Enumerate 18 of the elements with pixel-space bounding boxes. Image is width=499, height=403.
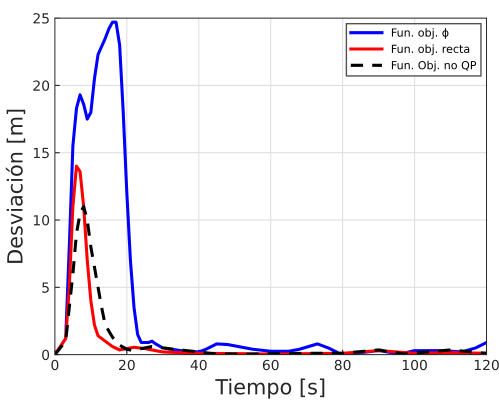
x-axis-title: Tiempo [s] xyxy=(215,378,324,399)
y-tick-label: 15 xyxy=(34,148,49,158)
y-tick-label: 25 xyxy=(33,13,49,24)
x-tick-label: 20 xyxy=(119,360,135,370)
y-axis-title: Desviación [m] xyxy=(6,110,26,263)
x-tick-label: 40 xyxy=(190,360,207,370)
y-tick-label: 20 xyxy=(33,80,50,91)
y-tick-label: 0 xyxy=(42,350,50,360)
x-tick-label: 120 xyxy=(474,360,499,370)
legend-label: Fun. Obj. no QP xyxy=(392,60,476,72)
legend-label: Fun. obj. recta xyxy=(392,44,470,56)
x-tick-label: 80 xyxy=(334,360,351,370)
x-tick-label: 100 xyxy=(402,360,427,370)
y-tick-label: 5 xyxy=(42,282,49,293)
x-tick-label: 0 xyxy=(51,360,58,370)
x-tick-label: 60 xyxy=(262,360,279,370)
legend-label: Fun. obj. ϕ xyxy=(392,28,448,39)
y-tick-label: 10 xyxy=(34,215,50,226)
